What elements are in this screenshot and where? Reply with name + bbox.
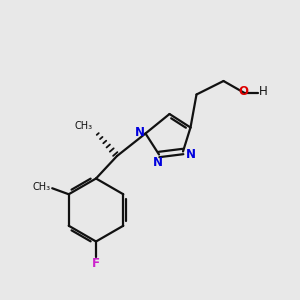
Text: N: N xyxy=(134,125,145,139)
Text: F: F xyxy=(92,256,100,270)
Text: CH₃: CH₃ xyxy=(33,182,51,192)
Text: O: O xyxy=(238,85,249,98)
Text: N: N xyxy=(152,156,163,169)
Text: H: H xyxy=(259,85,268,98)
Text: N: N xyxy=(185,148,196,161)
Text: CH₃: CH₃ xyxy=(75,121,93,131)
